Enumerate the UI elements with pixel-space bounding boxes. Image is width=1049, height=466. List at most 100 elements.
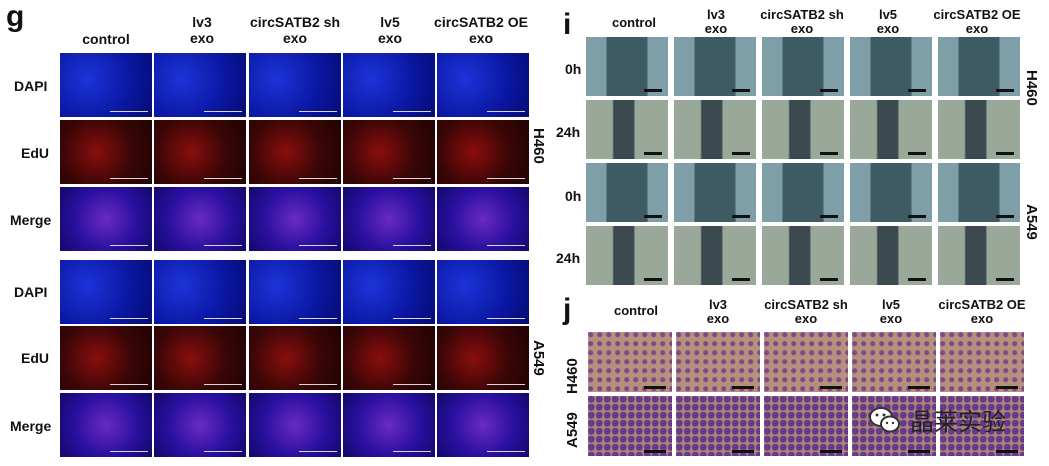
i-image-r3-c4 <box>850 163 932 222</box>
g-image-r2-c1 <box>60 120 152 184</box>
i-image-r4-c2 <box>674 226 756 285</box>
j-col-circsatb2-sh: circSATB2 sh exo <box>764 297 848 326</box>
watermark-text: 晶莱实验 <box>910 408 1006 436</box>
g-row-edu-2: EdU <box>21 350 49 366</box>
scale-bar <box>204 178 242 179</box>
scale-bar <box>393 451 431 452</box>
g-row-edu-1: EdU <box>21 145 49 161</box>
j-col-control: control <box>613 303 659 318</box>
j-image-r2-c1 <box>588 396 672 456</box>
j-image-r1-c4 <box>852 332 936 392</box>
scale-bar <box>820 278 838 281</box>
scale-bar <box>644 215 662 218</box>
i-image-r3-c3 <box>762 163 844 222</box>
scale-bar <box>487 245 525 246</box>
scale-bar <box>908 152 926 155</box>
j-image-r1-c3 <box>764 332 848 392</box>
scale-bar <box>644 450 666 453</box>
g-image-r2-c2 <box>154 120 246 184</box>
scale-bar <box>996 215 1014 218</box>
i-image-r2-c4 <box>850 100 932 159</box>
panel-j-label: j <box>563 293 572 326</box>
j-image-r2-c2 <box>676 396 760 456</box>
i-col-lv5: lv5 exo <box>876 7 900 36</box>
g-image-r6-c4 <box>343 393 435 457</box>
scale-bar <box>487 318 525 319</box>
scale-bar <box>908 89 926 92</box>
i-image-r2-c3 <box>762 100 844 159</box>
i-col-circsatb2-sh: circSATB2 sh exo <box>760 7 844 36</box>
g-image-r4-c3 <box>249 260 341 324</box>
scale-bar <box>204 111 242 112</box>
g-image-r3-c3 <box>249 187 341 251</box>
scale-bar <box>820 450 842 453</box>
g-row-merge-1: Merge <box>10 212 52 228</box>
scale-bar <box>393 245 431 246</box>
g-col-lv5: lv5 exo <box>377 14 403 46</box>
g-image-r6-c1 <box>60 393 152 457</box>
g-row-merge-2: Merge <box>10 418 52 434</box>
scale-bar <box>732 386 754 389</box>
wechat-icon <box>868 405 902 435</box>
i-image-r1-c2 <box>674 37 756 96</box>
i-row-0h-2: 0h <box>565 188 582 204</box>
j-image-r1-c1 <box>588 332 672 392</box>
i-image-r2-c2 <box>674 100 756 159</box>
j-image-r1-c2 <box>676 332 760 392</box>
i-image-r4-c5 <box>938 226 1020 285</box>
scale-bar <box>996 89 1014 92</box>
scale-bar <box>732 278 750 281</box>
i-image-r3-c1 <box>586 163 668 222</box>
scale-bar <box>110 384 148 385</box>
scale-bar <box>732 215 750 218</box>
i-image-r2-c1 <box>586 100 668 159</box>
g-image-r3-c5 <box>437 187 529 251</box>
scale-bar <box>644 386 666 389</box>
scale-bar <box>393 384 431 385</box>
scale-bar <box>487 384 525 385</box>
i-image-r3-c2 <box>674 163 756 222</box>
scale-bar <box>110 245 148 246</box>
g-image-r1-c2 <box>154 53 246 117</box>
g-image-r5-c1 <box>60 326 152 390</box>
scale-bar <box>996 278 1014 281</box>
g-image-r3-c1 <box>60 187 152 251</box>
g-image-r4-c4 <box>343 260 435 324</box>
i-row-24h-1: 24h <box>556 124 581 140</box>
panel-g-label: g <box>6 0 25 33</box>
g-image-r5-c4 <box>343 326 435 390</box>
scale-bar <box>110 451 148 452</box>
j-col-lv3: lv3 exo <box>706 297 730 326</box>
scale-bar <box>996 386 1018 389</box>
scale-bar <box>996 152 1014 155</box>
g-row-dapi-2: DAPI <box>14 284 48 300</box>
scale-bar <box>110 111 148 112</box>
g-image-r2-c5 <box>437 120 529 184</box>
g-image-r4-c5 <box>437 260 529 324</box>
scale-bar <box>299 245 337 246</box>
scale-bar <box>644 89 662 92</box>
g-image-r5-c5 <box>437 326 529 390</box>
i-image-r1-c1 <box>586 37 668 96</box>
scale-bar <box>996 450 1018 453</box>
scale-bar <box>299 451 337 452</box>
g-image-r2-c4 <box>343 120 435 184</box>
panel-i-label: i <box>563 8 572 41</box>
i-col-control: control <box>611 15 657 30</box>
scale-bar <box>908 215 926 218</box>
scale-bar <box>204 318 242 319</box>
g-image-r2-c3 <box>249 120 341 184</box>
scale-bar <box>204 451 242 452</box>
scale-bar <box>732 89 750 92</box>
i-image-r2-c5 <box>938 100 1020 159</box>
g-image-r1-c5 <box>437 53 529 117</box>
scale-bar <box>393 318 431 319</box>
scale-bar <box>908 386 930 389</box>
i-cellline-h460: H460 <box>1023 70 1040 106</box>
scale-bar <box>393 111 431 112</box>
scale-bar <box>732 450 754 453</box>
g-image-r5-c3 <box>249 326 341 390</box>
i-image-r3-c5 <box>938 163 1020 222</box>
g-row-dapi-1: DAPI <box>14 78 48 94</box>
